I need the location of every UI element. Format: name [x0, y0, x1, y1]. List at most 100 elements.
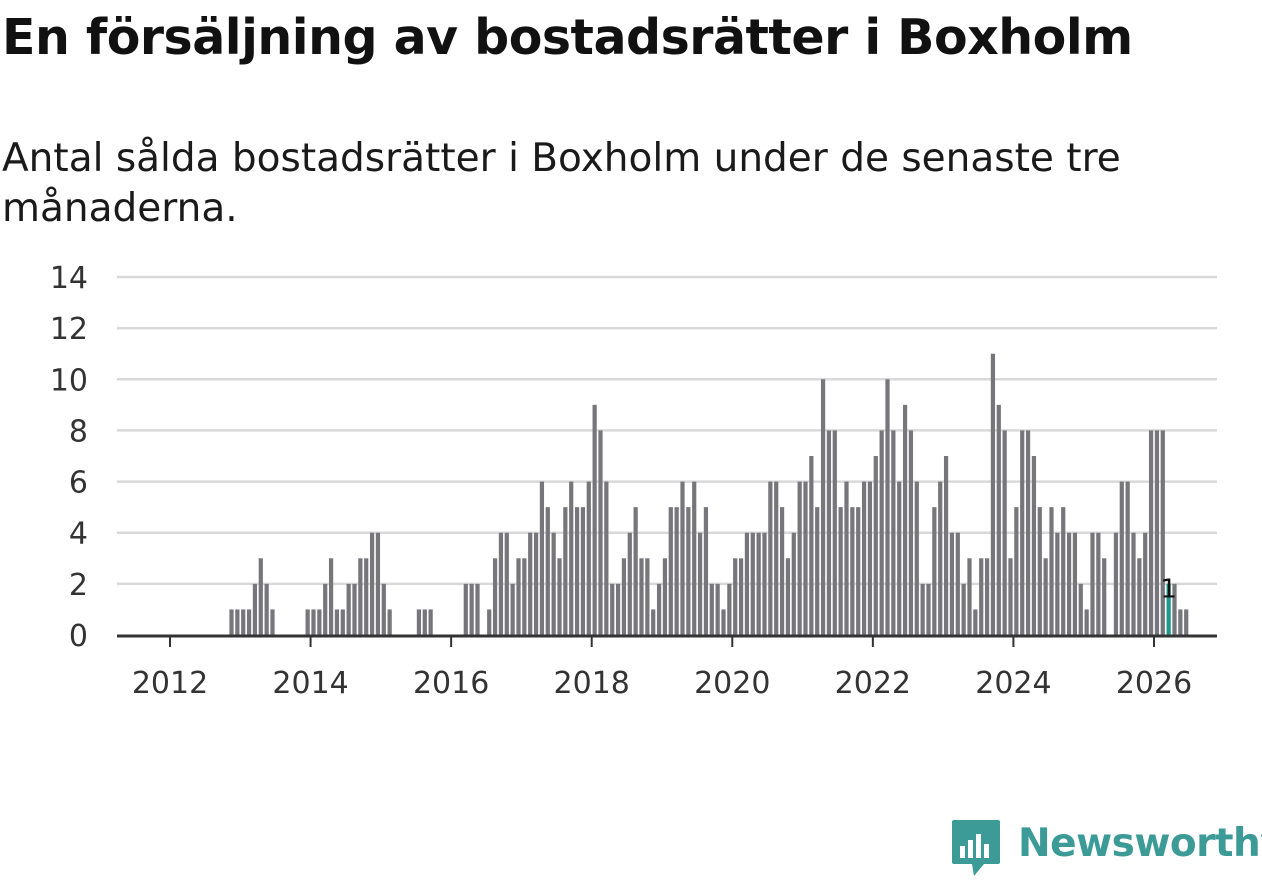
y-tick-label: 10 [50, 363, 88, 398]
bar [604, 481, 609, 635]
bar [1096, 532, 1101, 635]
bar [235, 609, 240, 635]
bar [475, 583, 480, 635]
bar [645, 558, 650, 635]
bar [1025, 430, 1031, 635]
bar [797, 481, 802, 635]
bar [756, 532, 761, 635]
bar [1008, 558, 1013, 635]
bar [1143, 532, 1148, 635]
bar [264, 583, 269, 635]
bar [510, 583, 515, 635]
bar [352, 583, 357, 635]
bar [1113, 532, 1119, 635]
bar [949, 532, 955, 635]
bar [996, 404, 1001, 635]
bar [428, 609, 433, 635]
bar [627, 532, 632, 635]
bar [885, 379, 890, 635]
bar [856, 507, 861, 635]
bar [727, 583, 732, 635]
bar [1102, 558, 1107, 635]
bar [826, 430, 832, 635]
bar [873, 456, 878, 635]
bar [674, 507, 679, 635]
bar [551, 532, 556, 635]
bar [926, 583, 931, 635]
chart-title: En försäljning av bostadsrätter i Boxhol… [2, 9, 1133, 66]
bar [651, 609, 656, 635]
bar [1184, 609, 1189, 635]
y-tick-label: 0 [69, 619, 88, 654]
bar [317, 609, 322, 635]
bar [662, 558, 668, 635]
newsworthy-logo-icon [952, 820, 1000, 876]
bar [574, 507, 580, 635]
bar [1002, 430, 1007, 635]
bar [1043, 558, 1048, 635]
bar [610, 583, 615, 635]
bar [1037, 507, 1042, 635]
y-tick-label: 8 [69, 414, 88, 449]
bar [902, 404, 908, 635]
bar [1066, 532, 1072, 635]
bar [569, 481, 574, 635]
bar [528, 532, 533, 635]
x-tick-label: 2012 [132, 666, 208, 701]
bar [803, 481, 808, 635]
bar [791, 532, 796, 635]
x-tick-label: 2016 [413, 666, 489, 701]
bar [984, 558, 990, 635]
bar [375, 532, 381, 635]
bar [516, 558, 521, 635]
bar [850, 507, 855, 635]
bar [539, 481, 545, 635]
bar [990, 353, 996, 635]
bar [1090, 532, 1095, 635]
bar [305, 609, 310, 635]
bar [621, 558, 627, 635]
bar [487, 609, 492, 635]
bar [809, 456, 814, 635]
x-tick-label: 2018 [554, 666, 630, 701]
bar [832, 430, 837, 635]
bar [504, 532, 509, 635]
bar [961, 583, 966, 635]
bar [252, 583, 258, 635]
bar [463, 583, 468, 635]
bar [492, 558, 498, 635]
bar [1072, 532, 1078, 635]
newsworthy-logo[interactable]: Newsworthy [950, 818, 1262, 880]
bar [697, 532, 703, 635]
bar [1172, 583, 1177, 635]
bar [311, 609, 316, 635]
bar [920, 583, 925, 635]
bar [1178, 609, 1183, 635]
bar [703, 507, 709, 635]
bar [229, 609, 234, 635]
bar [785, 558, 791, 635]
data-label: 1 [1160, 574, 1177, 604]
bar [364, 558, 369, 635]
x-tick-label: 2026 [1116, 666, 1192, 701]
bar [328, 558, 334, 635]
bar [563, 507, 568, 635]
bar [358, 558, 363, 635]
bar [1154, 430, 1160, 635]
bar [533, 532, 539, 635]
bar [744, 532, 750, 635]
x-tick-label: 2022 [835, 666, 911, 701]
bar [692, 481, 697, 635]
bar [1137, 558, 1142, 635]
bar [586, 481, 591, 635]
bar [709, 583, 714, 635]
bar [369, 532, 375, 635]
bar [750, 532, 755, 635]
bar [867, 481, 873, 635]
y-tick-label: 2 [69, 568, 88, 603]
bar [838, 507, 843, 635]
bar [633, 507, 638, 635]
bar [715, 583, 720, 635]
bar [844, 481, 849, 635]
